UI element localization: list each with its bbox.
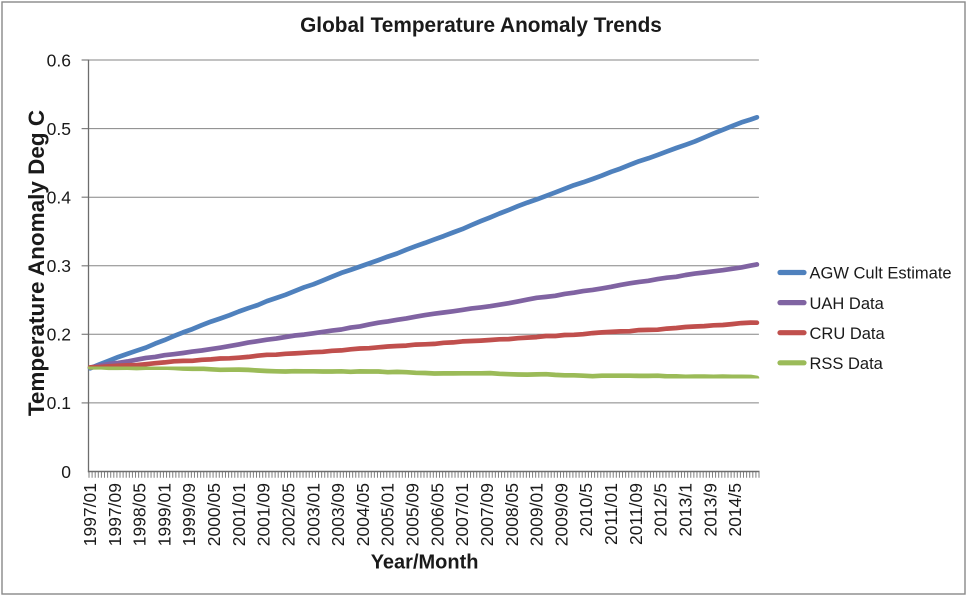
svg-text:0.6: 0.6 — [47, 50, 71, 70]
svg-text:2011/01: 2011/01 — [601, 483, 621, 545]
svg-text:0.5: 0.5 — [47, 119, 71, 139]
svg-text:2014/5: 2014/5 — [725, 483, 745, 537]
svg-text:Temperature Anomaly Deg C: Temperature Anomaly Deg C — [24, 110, 49, 416]
svg-text:1997/01: 1997/01 — [80, 483, 100, 546]
svg-text:2003/09: 2003/09 — [328, 483, 348, 546]
svg-text:1998/05: 1998/05 — [130, 483, 150, 546]
svg-text:2012/5: 2012/5 — [651, 483, 671, 537]
svg-text:2003/01: 2003/01 — [303, 483, 323, 546]
svg-text:1999/09: 1999/09 — [179, 483, 199, 546]
svg-text:2013/1: 2013/1 — [676, 483, 696, 537]
svg-text:UAH Data: UAH Data — [810, 295, 885, 313]
svg-text:CRU Data: CRU Data — [810, 325, 886, 343]
svg-text:2004/05: 2004/05 — [353, 483, 373, 546]
svg-text:Year/Month: Year/Month — [371, 552, 479, 574]
svg-text:0.4: 0.4 — [47, 188, 72, 208]
svg-text:2009/01: 2009/01 — [527, 483, 547, 546]
svg-text:2006/05: 2006/05 — [427, 483, 447, 546]
svg-text:2002/05: 2002/05 — [279, 483, 299, 546]
svg-text:2008/05: 2008/05 — [502, 483, 522, 546]
svg-text:2005/09: 2005/09 — [403, 483, 423, 546]
svg-text:2009/09: 2009/09 — [551, 483, 571, 546]
svg-text:2013/9: 2013/9 — [700, 483, 720, 537]
svg-text:2007/01: 2007/01 — [452, 483, 472, 546]
svg-text:0.3: 0.3 — [47, 256, 71, 276]
svg-text:2011/09: 2011/09 — [626, 483, 646, 545]
svg-text:1999/01: 1999/01 — [154, 483, 174, 546]
svg-text:RSS Data: RSS Data — [810, 355, 884, 373]
svg-text:Global Temperature Anomaly Tre: Global Temperature Anomaly Trends — [300, 14, 662, 37]
svg-text:0.1: 0.1 — [47, 393, 71, 413]
svg-text:AGW Cult Estimate: AGW Cult Estimate — [810, 265, 952, 283]
svg-text:0.2: 0.2 — [47, 325, 71, 345]
svg-text:2001/09: 2001/09 — [254, 483, 274, 546]
svg-text:2007/09: 2007/09 — [477, 483, 497, 546]
svg-text:2010/5: 2010/5 — [576, 483, 596, 537]
svg-text:2000/05: 2000/05 — [204, 483, 224, 546]
svg-text:0: 0 — [61, 462, 71, 482]
svg-text:1997/09: 1997/09 — [105, 483, 125, 546]
svg-text:2001/01: 2001/01 — [229, 483, 249, 546]
svg-text:2005/01: 2005/01 — [378, 483, 398, 546]
